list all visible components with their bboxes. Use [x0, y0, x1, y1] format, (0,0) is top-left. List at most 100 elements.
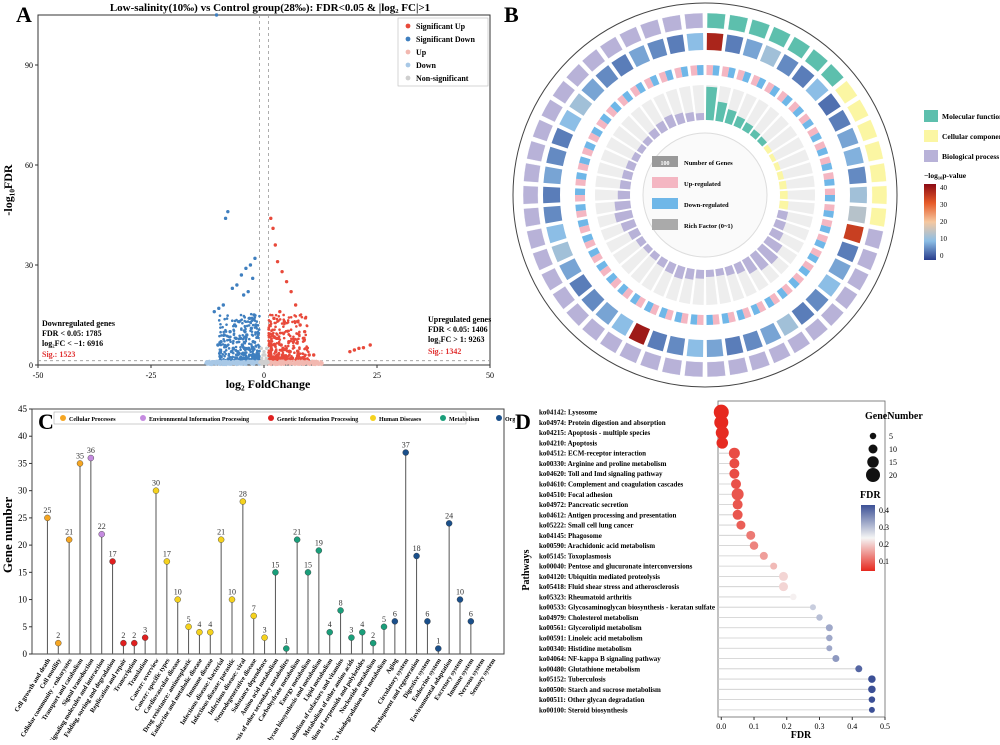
rich-factor-sector-42: [636, 143, 647, 155]
volcano-point-4-9: [260, 361, 265, 366]
down-sector-2: [742, 71, 752, 83]
pvalue-sector-26: [666, 335, 686, 356]
volcano-point-1-16: [247, 316, 252, 321]
volcano-cloud-point: [240, 327, 243, 330]
volcano-cloud-point: [221, 353, 225, 356]
up-sector-8: [807, 126, 819, 138]
colorbar-gradient: [924, 184, 936, 260]
down-sector-1: [727, 67, 736, 79]
down-sector-47: [664, 69, 674, 81]
volcano-cloud-point: [273, 328, 276, 331]
volcano-cloud-point: [239, 345, 242, 349]
down-text-1: FDR < 0.05: 1785: [42, 329, 102, 338]
volcano-plot: A Low-salinity(10‰) vs Control group(28‰…: [1, 2, 494, 391]
pathway-label-23: ko00340: Histidine metabolism: [539, 645, 632, 653]
down-sector-19: [776, 287, 788, 300]
kegg-class-panel: C Cellular Processes Environmental Inform…: [0, 395, 558, 745]
rich-bg-sector-6: [756, 115, 789, 147]
bubble-x-tick-label-1: 0.1: [749, 722, 759, 731]
rich-bg-sector-49: [692, 85, 705, 121]
down-sector-37: [575, 188, 586, 195]
lollipop-head-35: [424, 618, 431, 625]
volcano-cloud-point: [269, 354, 273, 358]
volcano-point-4-8: [265, 346, 269, 351]
volcano-cloud-point: [248, 353, 251, 356]
down-sector-28: [643, 300, 654, 313]
lollipop-head-27: [337, 607, 344, 614]
lollipop-value-29: 4: [360, 620, 364, 629]
circular-inner-legend: Number of Genes Up-regulated Down-regulate…: [652, 156, 733, 230]
go-term-sector-24: [706, 360, 726, 378]
kegg-enrichment-panel: D ko04142: Lysosome ko04974: Protein dige…: [515, 395, 1000, 741]
lollipop-legend-marker-3: [370, 415, 376, 421]
lollipop-head-20: [261, 634, 268, 641]
pathway-label-1: ko04974: Protein digestion and absorptio…: [539, 419, 666, 427]
volcano-point-1-33: [231, 346, 235, 351]
bubble-point-8: [731, 488, 744, 501]
volcano-x-tick-label-2: 0: [262, 371, 266, 380]
bubble-point-1: [714, 415, 729, 430]
lollipop-head-32: [391, 618, 399, 625]
volcano-cloud-point: [267, 328, 270, 331]
rich-factor-sector-31: [642, 243, 654, 254]
pathway-label-12: ko04145: Phagosome: [539, 532, 602, 540]
volcano-legend-label-1: Significant Down: [416, 35, 475, 44]
go-term-sector-11: [869, 162, 887, 183]
bubble-point-9: [732, 499, 743, 510]
volcano-base-point: [217, 360, 220, 363]
up-sector-42: [596, 118, 608, 130]
volcano-cloud-point: [250, 330, 254, 333]
lollipop-y-tick-label-0: 0: [23, 649, 28, 659]
lollipop-head-31: [380, 623, 388, 630]
volcano-title: Low-salinity(10‰) vs Control group(28‰):…: [110, 2, 430, 14]
up-sector-37: [575, 195, 586, 202]
lollipop-value-7: 2: [121, 631, 125, 640]
volcano-base-point: [243, 359, 246, 363]
go-term-sector-16: [846, 267, 870, 291]
up-sector-0: [706, 65, 714, 76]
go-term-sector-15: [856, 248, 878, 271]
volcano-cloud-point: [246, 320, 250, 323]
down-sector-44: [622, 90, 634, 103]
volcano-point-1-15: [252, 313, 256, 317]
volcano-point-0-25: [307, 353, 311, 357]
go-term-sector-1: [727, 14, 749, 34]
lollipop-head-7: [120, 639, 127, 647]
pathway-label-28: ko00511: Other glycan degradation: [539, 696, 645, 704]
up-sector-45: [629, 85, 641, 98]
volcano-cloud-point: [256, 343, 260, 347]
lollipop-value-19: 7: [252, 604, 256, 613]
go-term-sector-7: [834, 80, 858, 105]
up-sector-41: [588, 132, 600, 143]
lollipop-head-29: [359, 629, 366, 636]
lollipop-head-0: [44, 514, 51, 522]
up-sector-14: [821, 218, 833, 228]
lollipop-y-tick-label-7: 35: [18, 458, 28, 468]
volcano-point-1-7: [251, 276, 255, 281]
bubble-point-13: [749, 541, 759, 550]
volcano-x-tick-label-0: -50: [33, 371, 44, 380]
lollipop-legend-box: [53, 411, 467, 425]
volcano-cloud-point: [296, 340, 299, 344]
lollipop-y-tick-label-6: 30: [18, 486, 28, 496]
pathway-label-25: ko00480: Glutathione metabolism: [539, 665, 640, 673]
pvalue-sector-1: [724, 34, 744, 55]
rich-factor-sector-8: [768, 153, 777, 163]
volcano-point-0-3: [275, 259, 280, 264]
volcano-cloud-point: [218, 355, 222, 358]
bubble-point-20: [816, 614, 823, 621]
volcano-cloud-point: [298, 352, 302, 355]
volcano-cloud-point: [254, 331, 257, 334]
down-sector-16: [807, 252, 819, 264]
volcano-cloud-point: [267, 318, 271, 322]
volcano-legend-marker-3: [405, 62, 411, 68]
rich-bg-sector-23: [715, 267, 732, 304]
volcano-point-4-4: [263, 353, 267, 357]
lollipop-head-10: [152, 487, 160, 494]
volcano-cloud-point: [256, 330, 260, 334]
rich-bg-sector-7: [763, 125, 798, 155]
volcano-cloud-point: [232, 329, 236, 333]
lollipop-value-21: 15: [271, 560, 279, 569]
up-sector-38: [575, 178, 586, 187]
pathway-label-6: ko04620: Toll and Imd signaling pathway: [539, 470, 663, 478]
